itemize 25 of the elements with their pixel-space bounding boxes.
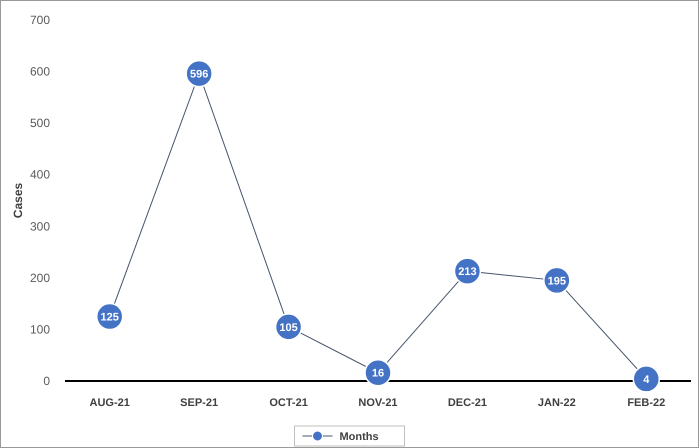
- point: [632, 365, 660, 393]
- y-tick-label: 100: [30, 322, 50, 336]
- x-tick-label: SEP-21: [180, 397, 218, 409]
- x-tick-label: DEC-21: [448, 397, 487, 409]
- x-tick-label: JAN-22: [538, 397, 576, 409]
- y-axis-title: Cases: [11, 182, 25, 218]
- x-tick-label: NOV-21: [358, 397, 398, 409]
- y-tick-label: 200: [30, 270, 50, 285]
- data-label: 213: [458, 266, 477, 278]
- x-tick-label: AUG-21: [90, 397, 130, 409]
- legend-label: Months: [340, 431, 379, 443]
- y-tick-label: 600: [30, 64, 50, 79]
- data-label: 105: [279, 322, 298, 334]
- data-label: 195: [548, 275, 566, 288]
- data-label: 4: [643, 374, 650, 386]
- y-tick-label: 500: [30, 116, 50, 130]
- y-tick-label: 700: [30, 13, 50, 27]
- data-label: 16: [372, 368, 384, 380]
- data-label: 125: [100, 312, 119, 324]
- x-tick-label: FEB-22: [627, 397, 666, 409]
- data-label: 596: [190, 68, 208, 81]
- x-tick-label: OCT-21: [269, 397, 308, 409]
- y-tick-label: 0: [43, 374, 50, 388]
- y-tick-label: 400: [30, 168, 50, 182]
- y-tick-label: 300: [30, 219, 50, 234]
